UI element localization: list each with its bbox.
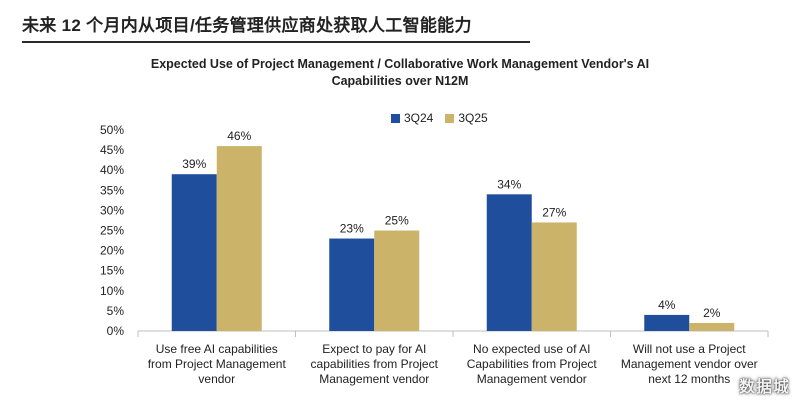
x-category-label-line: Expect to pay for AI <box>322 342 427 356</box>
legend-item-3q24: 3Q24 <box>391 111 433 125</box>
bar-3q24-4 <box>644 314 690 331</box>
page-title: 未来 12 个月内从项目/任务管理供应商处获取人工智能能力 <box>22 16 472 35</box>
y-tick-label: 5% <box>107 304 125 318</box>
y-tick-label: 20% <box>100 244 124 258</box>
bar-3q24-1 <box>171 174 217 331</box>
x-category-label-line: from Project Management <box>147 357 286 371</box>
y-tick-label: 10% <box>100 284 124 298</box>
bar-3q25-4 <box>689 322 735 331</box>
legend-label-3q25: 3Q25 <box>458 111 488 125</box>
x-category-label-line: Will not use a Project <box>632 342 746 356</box>
x-category-label-line: capabilities from Project <box>310 357 438 371</box>
data-label: 39% <box>182 157 206 171</box>
y-tick-label: 40% <box>100 163 124 177</box>
x-category-label-line: Management vendor over <box>620 357 758 371</box>
y-tick-label: 45% <box>100 143 124 157</box>
chart-title-line2: Capabilities over N12M <box>331 74 469 88</box>
x-category-label-line: Use free AI capabilities <box>155 342 278 356</box>
y-tick-label: 0% <box>107 324 125 338</box>
legend-swatch-3q25 <box>445 113 455 123</box>
x-category-label-line: Management vendor <box>476 372 587 386</box>
data-label: 4% <box>658 298 676 312</box>
chart-legend: 3Q24 3Q25 <box>391 111 494 125</box>
x-category-label-line: Management vendor <box>319 372 430 386</box>
data-label: 23% <box>340 222 364 236</box>
y-tick-label: 25% <box>100 224 124 238</box>
y-tick-label: 35% <box>100 183 124 197</box>
x-category-label-line: Capabilities from Project <box>466 357 597 371</box>
bar-3q25-2 <box>374 230 420 331</box>
data-label: 2% <box>703 306 721 320</box>
watermark: 数据城 <box>738 379 790 396</box>
y-tick-label: 15% <box>100 264 124 278</box>
bar-3q24-2 <box>329 238 375 331</box>
data-label: 34% <box>497 177 521 191</box>
x-category-label: No expected use of AI Capabilities from P… <box>457 342 607 387</box>
x-category-label-line: No expected use of AI <box>473 342 591 356</box>
legend-item-3q25: 3Q25 <box>445 111 488 125</box>
data-label: 25% <box>385 214 409 228</box>
x-category-label: Will not use a Project Management vendor … <box>614 342 764 387</box>
chart-title: Expected Use of Project Management / Col… <box>120 56 680 90</box>
x-category-label: Expect to pay for AI capabilities from Pr… <box>299 342 449 387</box>
legend-label-3q24: 3Q24 <box>404 111 434 125</box>
x-category-label-line: next 12 months <box>648 372 731 386</box>
bar-3q25-3 <box>531 222 577 331</box>
y-tick-label: 50% <box>100 123 124 137</box>
legend-swatch-3q24 <box>391 113 400 123</box>
bar-3q24-3 <box>486 194 532 331</box>
x-category-label: Use free AI capabilities from Project Man… <box>142 342 292 387</box>
data-label: 27% <box>542 205 566 219</box>
title-underline <box>22 41 530 43</box>
data-label: 46% <box>227 129 251 143</box>
bar-3q25-1 <box>216 146 262 331</box>
chart-title-line1: Expected Use of Project Management / Col… <box>150 57 650 71</box>
x-category-label-line: vendor <box>198 372 236 386</box>
y-tick-label: 30% <box>100 203 124 217</box>
